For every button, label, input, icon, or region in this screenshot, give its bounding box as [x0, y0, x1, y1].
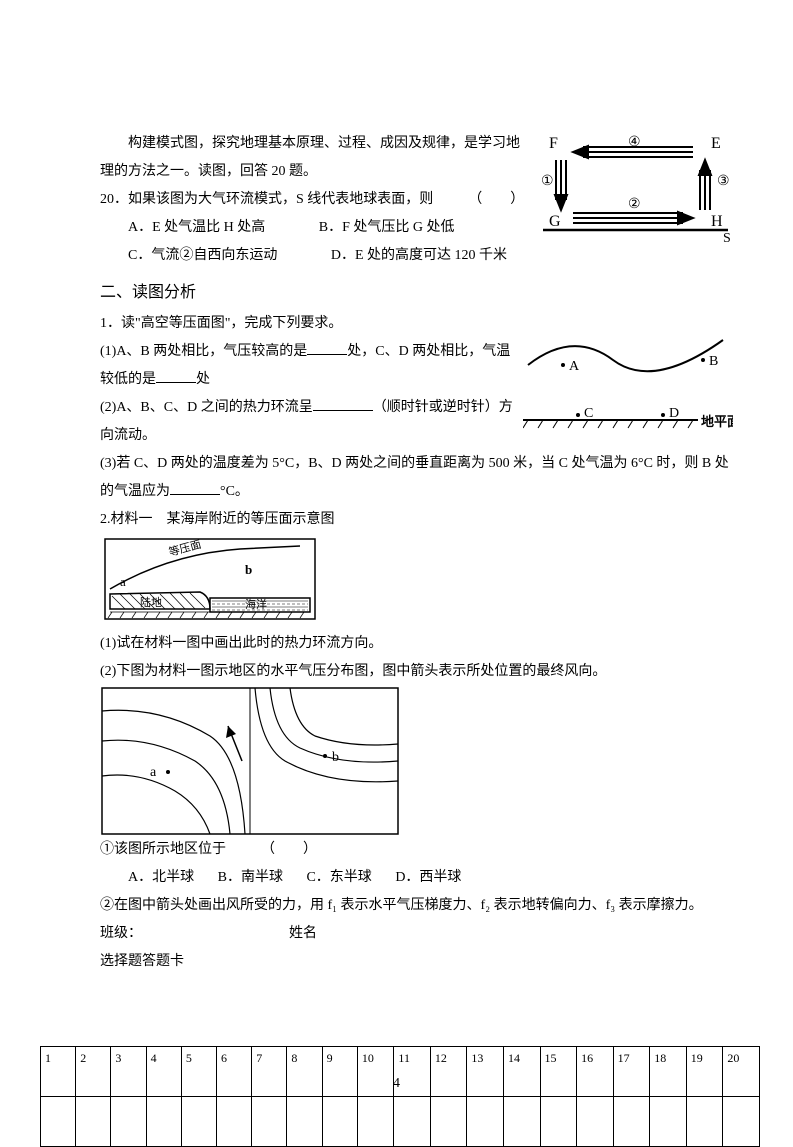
svg-text:地平面: 地平面	[701, 414, 733, 429]
svg-text:b: b	[245, 562, 252, 577]
q20-opt-a: A．E 处气温比 H 处高	[128, 214, 265, 242]
p2-opt-d: D．西半球	[395, 864, 461, 892]
class-label: 班级：	[100, 926, 142, 941]
svg-text:G: G	[549, 213, 561, 230]
svg-text:D: D	[669, 406, 679, 421]
p1-block: A B C	[100, 310, 733, 506]
coast-diagram: 等压面 a b 陆地 海洋	[100, 534, 733, 624]
svg-text:S: S	[723, 231, 731, 245]
pressure-map-diagram: a b	[100, 686, 733, 836]
svg-text:b: b	[332, 750, 339, 765]
q20-block: F E G H S ① ② ③ ④ 构建模式图，探究地理基本原理、过程、成因及规…	[100, 130, 733, 270]
svg-text:B: B	[709, 354, 718, 369]
q20-options-row2: C．气流②自西向东运动 D．E 处的高度可达 120 千米	[100, 242, 733, 270]
p1-l3: (3)若 C、D 两处的温度差为 5°C，B、D 两处之间的垂直距离为 500 …	[100, 450, 733, 506]
p2-opt-b: B．南半球	[218, 864, 283, 892]
name-label: 姓名	[289, 926, 317, 941]
svg-text:E: E	[711, 135, 721, 152]
q20-opt-d: D．E 处的高度可达 120 千米	[331, 242, 507, 270]
svg-text:陆地: 陆地	[140, 595, 162, 609]
p2-opt-c: C．东半球	[306, 864, 371, 892]
circulation-diagram: F E G H S ① ② ③ ④	[533, 130, 733, 245]
p2-mc-options: A．北半球 B．南半球 C．东半球 D．西半球	[100, 864, 733, 892]
isobaric-diagram: A B C	[523, 320, 733, 440]
svg-text:①: ①	[541, 174, 554, 189]
svg-text:H: H	[711, 213, 723, 230]
answer-table: 1234567891011121314151617181920	[40, 1046, 760, 1147]
p2-draw: ②在图中箭头处画出风所受的力，用 f₁ 表示水平气压梯度力、f₂ 表示地转偏向力…	[100, 892, 733, 920]
section-2-title: 二、读图分析	[100, 278, 733, 302]
svg-text:C: C	[584, 406, 593, 421]
p2-mc-stem: ①该图所示地区位于 （ ）	[100, 836, 733, 864]
svg-text:A: A	[569, 359, 580, 374]
q20-opt-b: B．F 处气压比 G 处低	[319, 214, 455, 242]
svg-text:a: a	[120, 574, 126, 589]
class-name-line: 班级： 姓名	[100, 920, 733, 948]
svg-text:海洋: 海洋	[245, 597, 267, 611]
svg-text:③: ③	[717, 174, 730, 189]
q20-opt-c: C．气流②自西向东运动	[128, 242, 277, 270]
p2-title: 2.材料一 某海岸附近的等压面示意图	[100, 506, 733, 534]
page: F E G H S ① ② ③ ④ 构建模式图，探究地理基本原理、过程、成因及规…	[0, 0, 793, 1122]
answer-card-title: 选择题答题卡	[100, 948, 733, 976]
page-number: 4	[0, 1076, 793, 1092]
svg-text:a: a	[150, 765, 157, 780]
svg-text:②: ②	[628, 197, 641, 212]
p2-q2: (2)下图为材料一图示地区的水平气压分布图，图中箭头表示所处位置的最终风向。	[100, 658, 733, 686]
svg-text:F: F	[549, 135, 558, 152]
p2-q1: (1)试在材料一图中画出此时的热力环流方向。	[100, 630, 733, 658]
p2-opt-a: A．北半球	[128, 864, 194, 892]
svg-text:④: ④	[628, 135, 641, 150]
